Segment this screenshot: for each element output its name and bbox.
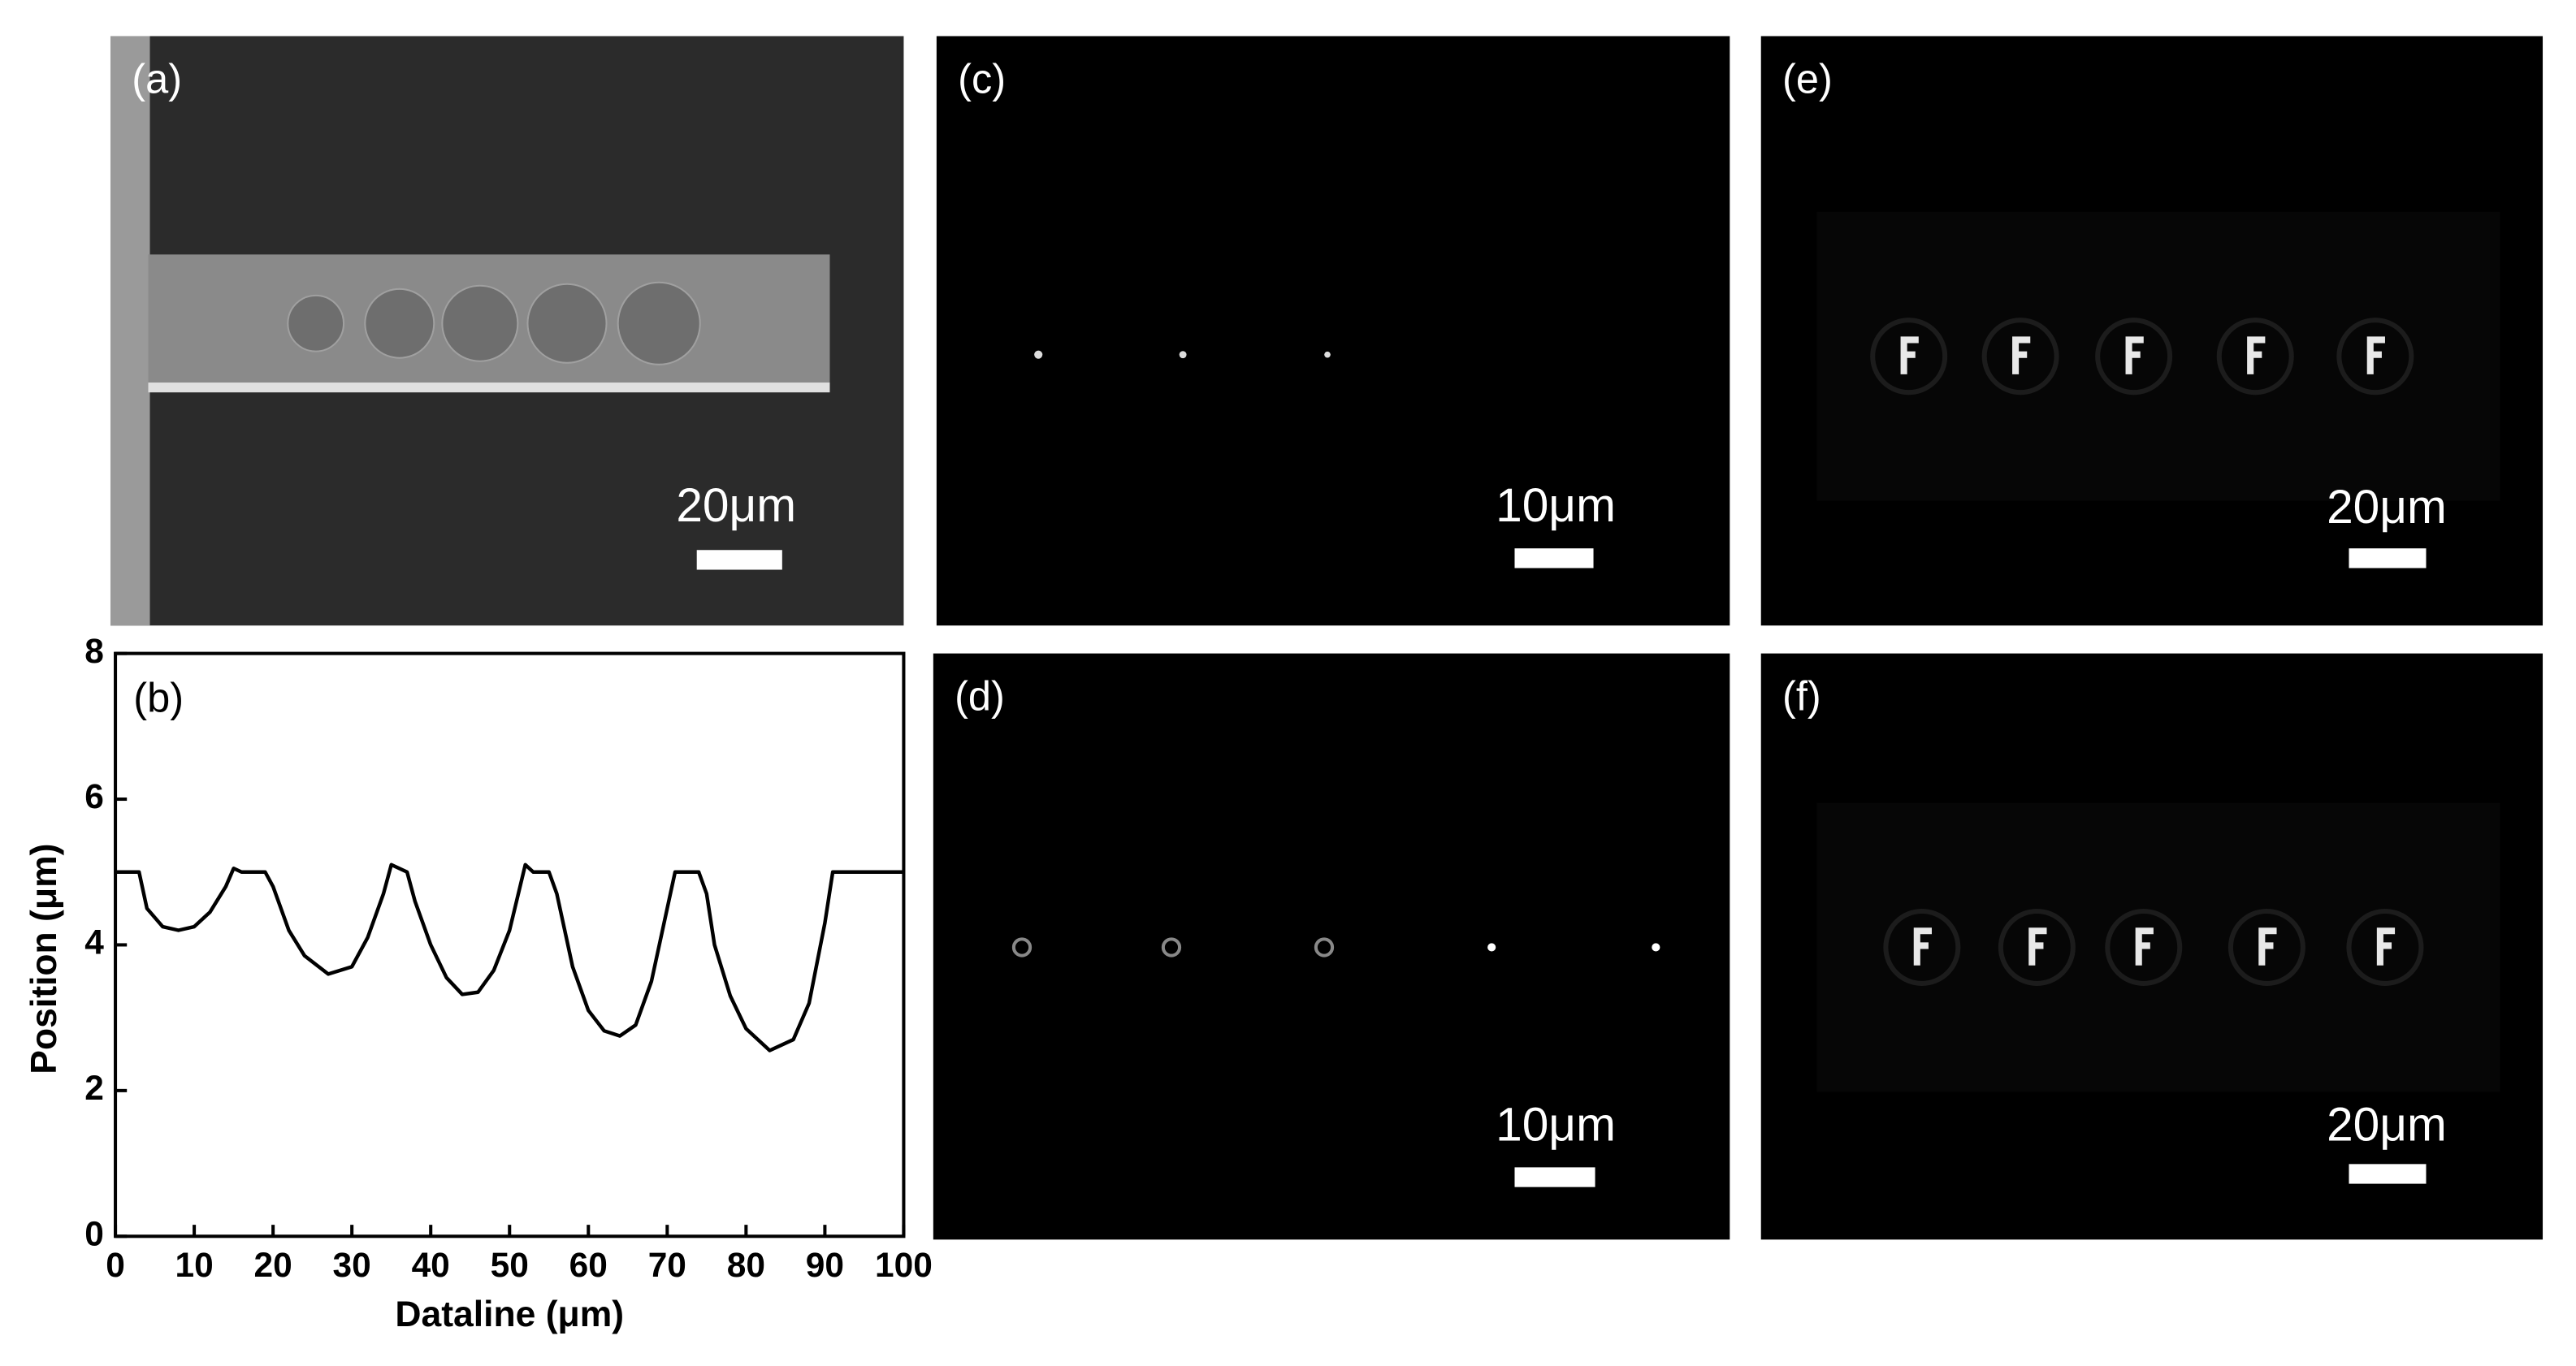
profile-line	[115, 862, 904, 1053]
scale-bar	[1514, 1167, 1595, 1187]
hole	[617, 281, 701, 365]
x-tick-label: 40	[412, 1246, 450, 1284]
scale-bar-label: 10μm	[1496, 1098, 1616, 1151]
image-panel	[936, 36, 1730, 626]
halo	[2216, 318, 2294, 396]
x-tick-label: 70	[648, 1246, 686, 1284]
x-tick-label: 50	[491, 1246, 529, 1284]
scale-bar-label: 20μm	[2327, 1098, 2447, 1151]
halo	[1998, 908, 2076, 986]
letter-f	[2135, 927, 2154, 966]
scale-bar-label: 10μm	[1496, 479, 1616, 532]
hole	[441, 284, 519, 362]
focus-ring	[1011, 937, 1033, 957]
focus-spot	[1487, 943, 1496, 952]
y-axis-label: Position (μm)	[24, 844, 64, 1074]
x-tick-label: 0	[106, 1246, 125, 1284]
x-tick-label: 60	[569, 1246, 608, 1284]
scale-bar-label: 20μm	[2327, 481, 2447, 534]
scale-bar	[696, 550, 782, 570]
y-tick-label: 0	[84, 1215, 104, 1253]
panel-label: (e)	[1782, 55, 1833, 102]
letter-f	[2376, 927, 2396, 966]
focus-ring	[1161, 937, 1182, 957]
x-tick-label: 10	[175, 1246, 213, 1284]
scale-bar	[2349, 548, 2427, 568]
panel-label: (d)	[955, 673, 1005, 720]
focus-spot	[1652, 943, 1660, 952]
x-tick-label: 30	[333, 1246, 371, 1284]
panel-label: (b)	[133, 675, 184, 721]
halo	[1870, 318, 1948, 396]
scale-bar	[2349, 1164, 2427, 1184]
x-axis-label: Dataline (μm)	[395, 1295, 624, 1334]
sem-frame	[110, 36, 150, 626]
halo	[2105, 908, 2183, 986]
illum-region	[1816, 211, 2500, 501]
hole	[526, 283, 608, 364]
letter-f	[1900, 336, 1919, 374]
focus-spot	[1324, 351, 1331, 358]
plot-area	[114, 651, 906, 1238]
halo	[2336, 318, 2414, 396]
y-tick-label: 6	[84, 777, 104, 815]
focus-ring	[1314, 937, 1335, 957]
letter-f	[2028, 927, 2047, 966]
hole	[287, 294, 345, 352]
x-tick-label: 20	[254, 1246, 292, 1284]
panel-label: (f)	[1782, 673, 1821, 720]
x-tick-label: 80	[727, 1246, 765, 1284]
letter-f	[2125, 336, 2144, 374]
letter-f	[2012, 336, 2031, 374]
scale-bar-label: 20μm	[676, 479, 796, 532]
letter-f	[2258, 927, 2277, 966]
panel-label: (a)	[132, 55, 182, 102]
letter-f	[2366, 336, 2385, 374]
scale-bar	[1514, 548, 1594, 568]
hole	[364, 287, 435, 359]
focus-spot	[1179, 351, 1187, 359]
letter-f	[1913, 927, 1932, 966]
x-tick-label: 100	[875, 1246, 933, 1284]
letter-f	[2247, 336, 2266, 374]
halo	[2227, 908, 2305, 986]
halo	[1981, 318, 2059, 396]
y-tick-label: 4	[84, 923, 104, 962]
waveguide-edge	[148, 383, 830, 393]
panel-label: (c)	[958, 55, 1006, 102]
halo	[1883, 908, 1961, 986]
y-tick-label: 2	[84, 1069, 104, 1107]
halo	[2346, 908, 2424, 986]
focus-spot	[1034, 350, 1043, 359]
halo	[2095, 318, 2173, 396]
x-tick-label: 90	[806, 1246, 844, 1284]
y-tick-label: 8	[84, 632, 104, 670]
